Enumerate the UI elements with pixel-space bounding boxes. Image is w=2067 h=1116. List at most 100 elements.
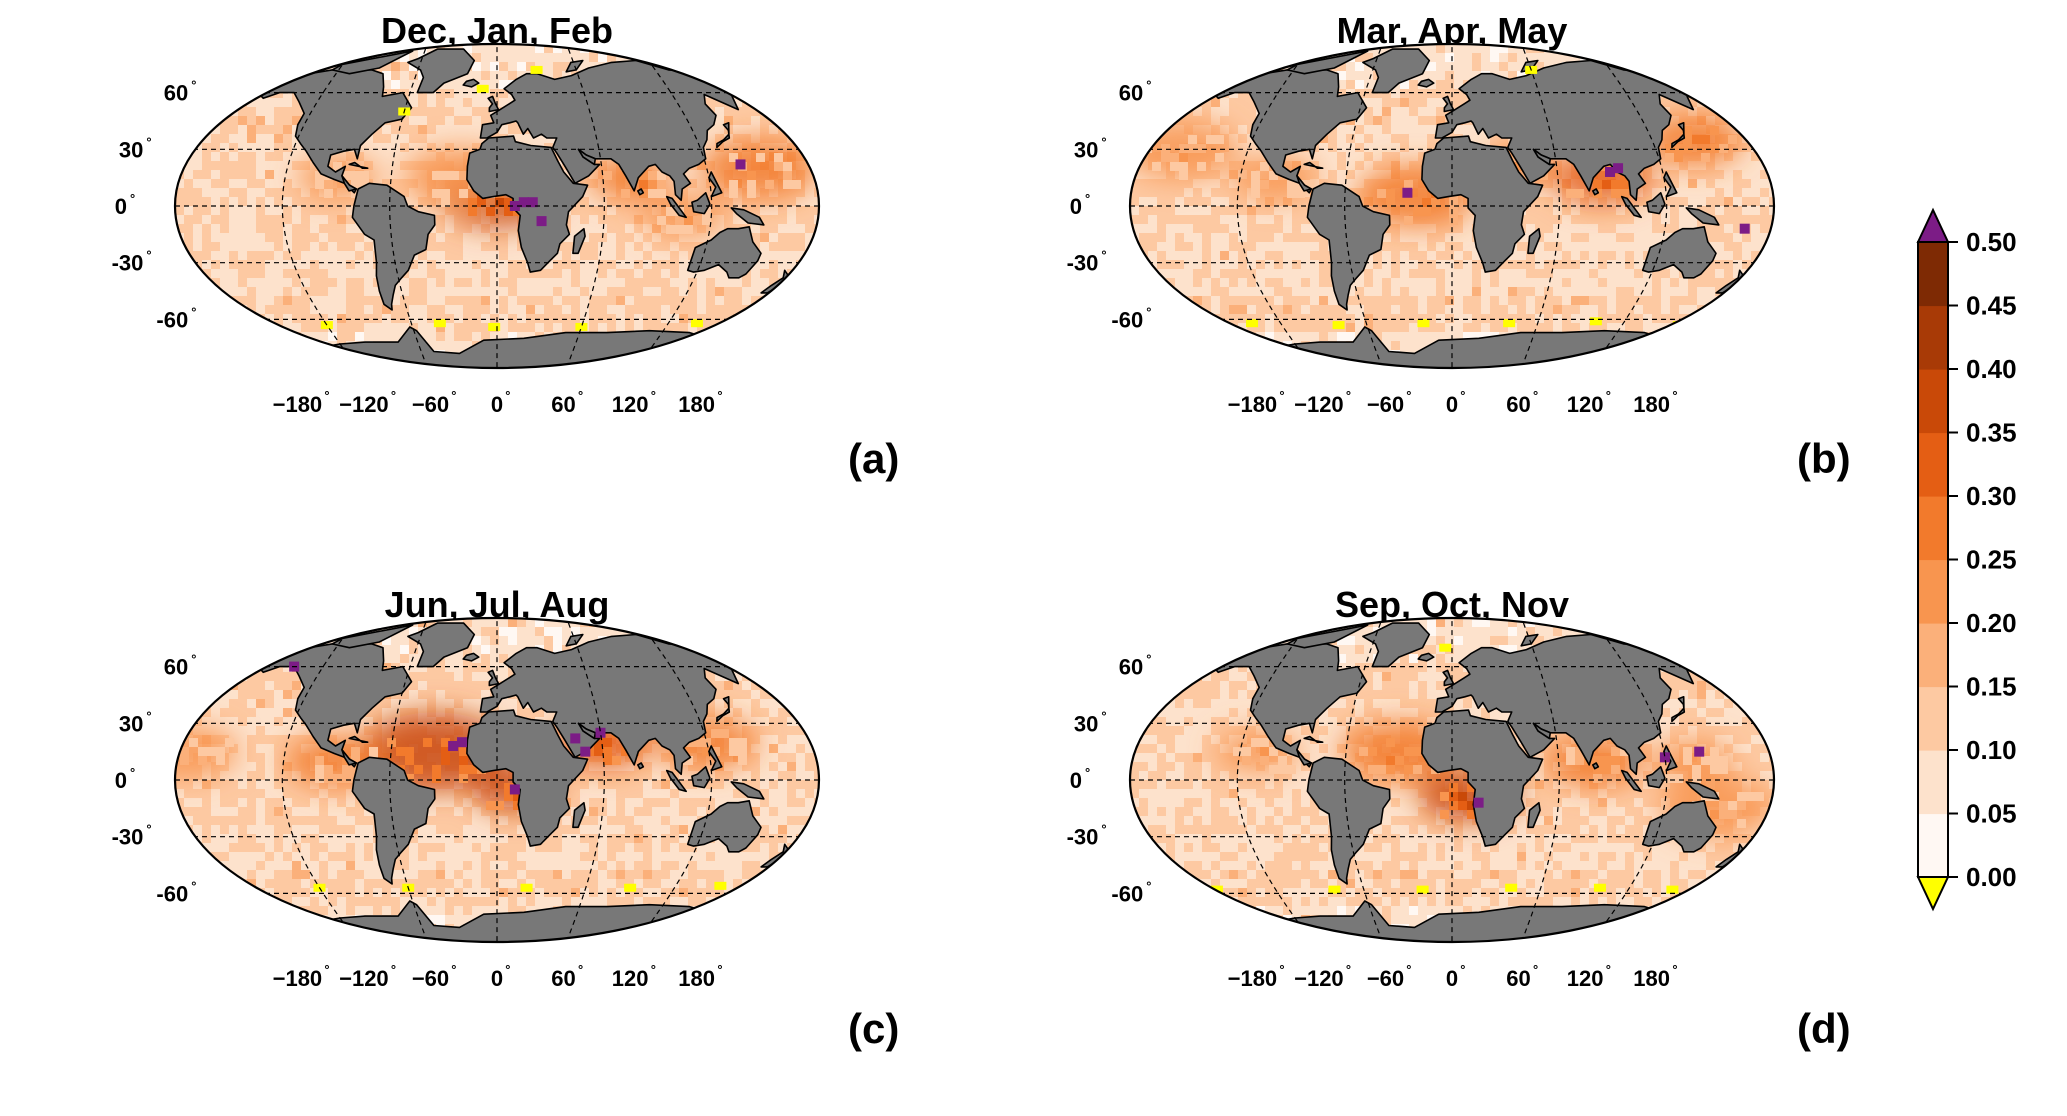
ocean-cell: [391, 161, 400, 170]
ocean-cell: [1364, 278, 1373, 287]
ocean-cell: [1535, 62, 1544, 71]
ocean-cell: [301, 305, 310, 314]
longitude-label: −60: [412, 392, 449, 417]
ocean-cell: [1175, 278, 1184, 287]
ocean-cell: [1130, 134, 1139, 143]
ocean-cell: [1139, 53, 1148, 62]
ocean-cell: [1598, 269, 1607, 278]
ocean-cell: [499, 260, 508, 269]
ocean-cell: [1544, 260, 1553, 269]
ocean-cell: [292, 188, 301, 197]
ocean-cell: [310, 197, 319, 206]
ocean-cell: [1760, 116, 1769, 125]
ocean-cell: [1769, 296, 1774, 305]
land-eurasia: [479, 59, 750, 202]
ocean-cell: [382, 332, 391, 341]
ocean-cell: [1454, 80, 1463, 89]
ocean-cell: [1625, 215, 1634, 224]
ocean-cell: [256, 233, 265, 242]
ocean-cell: [1328, 305, 1337, 314]
ocean-cell: [292, 179, 301, 188]
ocean-cell: [472, 251, 481, 260]
ocean-cell: [1652, 53, 1661, 62]
ocean-cell: [1751, 116, 1760, 125]
ocean-cell: [1760, 125, 1769, 134]
ocean-cell: [490, 53, 499, 62]
ocean-cell: [589, 197, 598, 206]
ocean-cell: [1670, 278, 1679, 287]
ocean-cell: [1418, 260, 1427, 269]
ocean-cell: [1355, 305, 1364, 314]
ocean-cell: [1301, 251, 1310, 260]
ocean-cell: [274, 197, 283, 206]
ocean-cell: [1166, 44, 1175, 53]
ocean-cell: [544, 314, 553, 323]
ocean-cell: [1571, 224, 1580, 233]
ocean-cell: [292, 107, 301, 116]
ocean-cell: [1499, 305, 1508, 314]
ocean-cell: [193, 179, 202, 188]
ocean-cell: [274, 215, 283, 224]
ocean-cell: [1499, 53, 1508, 62]
ocean-cell: [463, 260, 472, 269]
ocean-cell: [1409, 287, 1418, 296]
ocean-cell: [769, 62, 778, 71]
ocean-cell: [643, 287, 652, 296]
ocean-cell: [1184, 98, 1193, 107]
ocean-cell: [805, 296, 814, 305]
ocean-cell: [202, 269, 211, 278]
ocean-cell: [454, 224, 463, 233]
ocean-cell: [1238, 71, 1247, 80]
ocean-cell: [769, 233, 778, 242]
ocean-cell: [526, 53, 535, 62]
ocean-cell: [436, 98, 445, 107]
ocean-cell: [805, 215, 814, 224]
ocean-cell: [220, 323, 229, 332]
ocean-cell: [490, 107, 499, 116]
ocean-cell: [256, 260, 265, 269]
ocean-cell: [1355, 80, 1364, 89]
ocean-cell: [211, 233, 220, 242]
hotspot-cell: [657, 189, 666, 198]
ocean-cell: [1265, 278, 1274, 287]
ocean-cell: [238, 170, 247, 179]
ocean-cell: [256, 269, 265, 278]
ocean-cell: [265, 179, 274, 188]
ocean-cell: [742, 71, 751, 80]
ocean-cell: [1733, 107, 1742, 116]
ocean-cell: [229, 98, 238, 107]
ocean-cell: [184, 269, 193, 278]
ocean-cell: [1130, 62, 1139, 71]
ocean-cell: [328, 53, 337, 62]
ocean-cell: [1526, 215, 1535, 224]
ocean-cell: [1688, 170, 1697, 179]
ocean-cell: [184, 170, 193, 179]
ocean-cell: [1643, 233, 1652, 242]
ocean-cell: [229, 80, 238, 89]
ocean-cell: [697, 314, 706, 323]
ocean-cell: [787, 260, 796, 269]
ocean-cell: [562, 242, 571, 251]
ocean-cell: [1490, 62, 1499, 71]
ocean-cell: [1211, 215, 1220, 224]
ocean-cell: [175, 143, 184, 152]
ocean-cell: [1346, 125, 1355, 134]
ocean-cell: [1553, 188, 1562, 197]
ocean-cell: [1130, 215, 1139, 224]
hotspot-cell: [729, 180, 738, 189]
degree-mark: °: [578, 388, 583, 403]
ocean-cell: [202, 179, 211, 188]
ocean-cell: [1238, 260, 1247, 269]
ocean-cell: [184, 107, 193, 116]
ocean-cell: [598, 305, 607, 314]
ocean-cell: [1733, 233, 1742, 242]
ocean-cell: [211, 269, 220, 278]
ocean-cell: [256, 143, 265, 152]
ocean-cell: [364, 260, 373, 269]
ocean-cell: [472, 314, 481, 323]
hotspot-cell: [477, 198, 486, 207]
ocean-cell: [1238, 242, 1247, 251]
ocean-cell: [1715, 242, 1724, 251]
ocean-cell: [1724, 71, 1733, 80]
ocean-cell: [382, 125, 391, 134]
